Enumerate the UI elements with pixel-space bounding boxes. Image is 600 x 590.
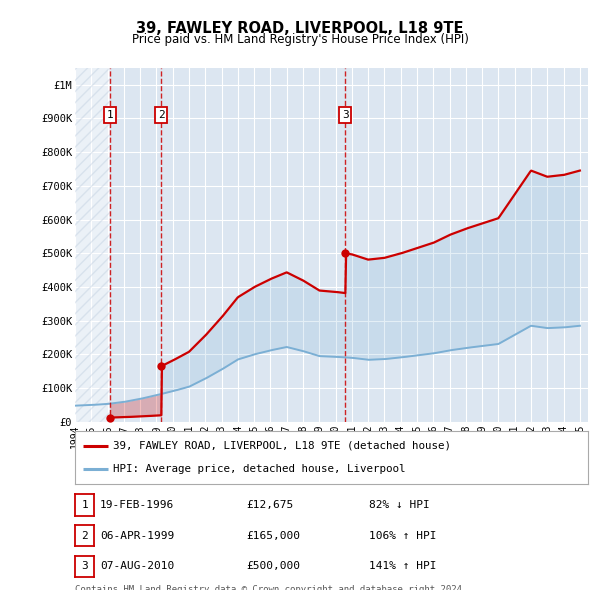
Text: 39, FAWLEY ROAD, LIVERPOOL, L18 9TE: 39, FAWLEY ROAD, LIVERPOOL, L18 9TE bbox=[136, 21, 464, 35]
Text: 39, FAWLEY ROAD, LIVERPOOL, L18 9TE (detached house): 39, FAWLEY ROAD, LIVERPOOL, L18 9TE (det… bbox=[113, 441, 451, 451]
Text: £500,000: £500,000 bbox=[246, 562, 300, 571]
Text: Price paid vs. HM Land Registry's House Price Index (HPI): Price paid vs. HM Land Registry's House … bbox=[131, 33, 469, 46]
Text: 106% ↑ HPI: 106% ↑ HPI bbox=[369, 531, 437, 540]
Text: HPI: Average price, detached house, Liverpool: HPI: Average price, detached house, Live… bbox=[113, 464, 406, 474]
Text: 2: 2 bbox=[158, 110, 164, 120]
Text: 82% ↓ HPI: 82% ↓ HPI bbox=[369, 500, 430, 510]
Text: 06-APR-1999: 06-APR-1999 bbox=[100, 531, 175, 540]
Text: 141% ↑ HPI: 141% ↑ HPI bbox=[369, 562, 437, 571]
Text: Contains HM Land Registry data © Crown copyright and database right 2024.: Contains HM Land Registry data © Crown c… bbox=[75, 585, 467, 590]
Text: £165,000: £165,000 bbox=[246, 531, 300, 540]
Text: 3: 3 bbox=[342, 110, 349, 120]
Text: 07-AUG-2010: 07-AUG-2010 bbox=[100, 562, 175, 571]
Text: 19-FEB-1996: 19-FEB-1996 bbox=[100, 500, 175, 510]
Text: 2: 2 bbox=[81, 531, 88, 540]
Text: 1: 1 bbox=[106, 110, 113, 120]
Text: 1: 1 bbox=[81, 500, 88, 510]
Text: £12,675: £12,675 bbox=[246, 500, 293, 510]
Text: 3: 3 bbox=[81, 562, 88, 571]
Bar bbox=[75, 68, 110, 422]
